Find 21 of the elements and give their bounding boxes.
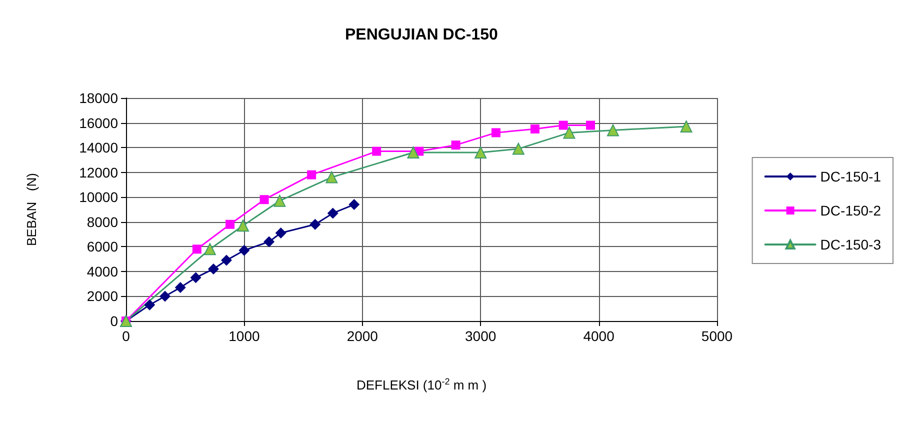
y-tick-label: 10000: [79, 189, 118, 206]
y-tick-label: 8000: [86, 214, 118, 230]
x-tick-label: 5000: [701, 328, 733, 344]
x-tick-label: 1000: [228, 328, 260, 344]
y-tick-label: 2000: [86, 288, 118, 304]
y-tick-label: 6000: [86, 238, 118, 255]
x-tick-label: 2000: [346, 328, 378, 344]
y-axis-title: BEBAN (N): [24, 173, 39, 246]
x-tick-label: 3000: [465, 328, 496, 344]
y-tick-label: 0: [110, 313, 118, 329]
chart-title: PENGUJIAN DC-150: [345, 26, 498, 44]
y-tick-label: 18000: [79, 90, 118, 106]
legend-label: DC-150-1: [820, 168, 882, 184]
y-tick-label: 16000: [79, 114, 118, 131]
y-tick-label: 4000: [86, 263, 118, 280]
y-tick-label: 14000: [79, 140, 118, 156]
x-tick-label: 4000: [583, 328, 615, 344]
y-tick-label: 12000: [79, 164, 118, 180]
legend-label: DC-150-2: [820, 202, 882, 218]
x-tick-label: 0: [122, 328, 130, 344]
legend-label: DC-150-3: [820, 236, 882, 252]
